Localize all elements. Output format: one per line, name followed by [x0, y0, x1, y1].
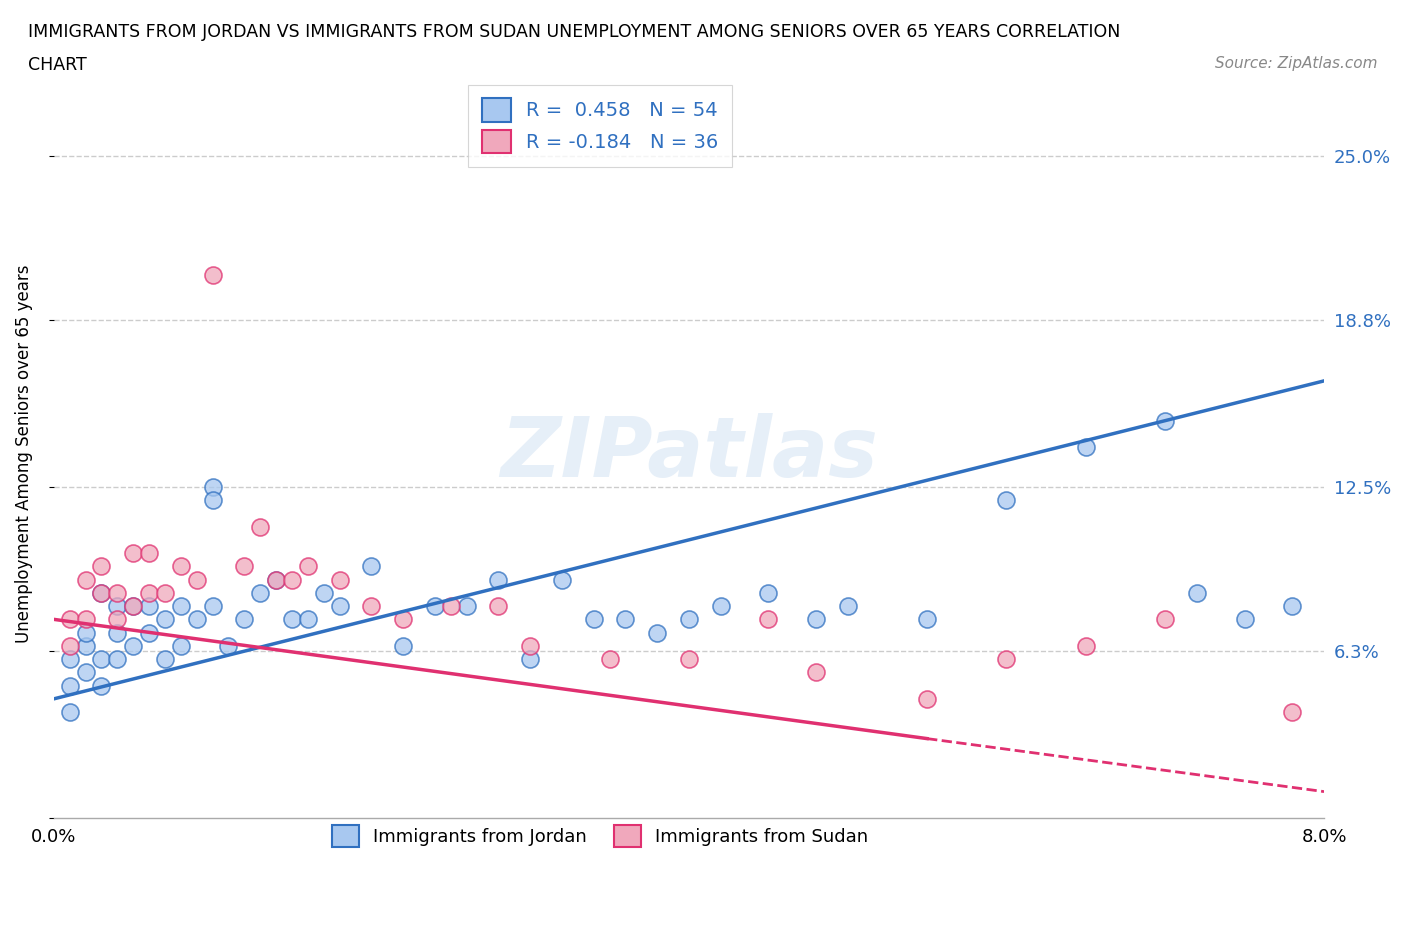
- Point: [201, 480, 224, 495]
- Point: [440, 599, 463, 614]
- Point: [678, 652, 700, 667]
- Point: [1074, 638, 1097, 653]
- Point: [75, 665, 97, 680]
- Point: [360, 599, 382, 614]
- Point: [90, 559, 112, 574]
- Point: [915, 612, 938, 627]
- Point: [312, 585, 335, 600]
- Text: Source: ZipAtlas.com: Source: ZipAtlas.com: [1215, 56, 1378, 71]
- Point: [218, 638, 240, 653]
- Point: [551, 572, 574, 587]
- Point: [678, 612, 700, 627]
- Point: [59, 678, 82, 693]
- Point: [249, 519, 271, 534]
- Point: [122, 638, 145, 653]
- Point: [1154, 612, 1177, 627]
- Point: [804, 612, 827, 627]
- Point: [138, 546, 160, 561]
- Point: [122, 599, 145, 614]
- Point: [105, 625, 128, 640]
- Point: [170, 638, 193, 653]
- Point: [392, 612, 415, 627]
- Point: [59, 705, 82, 720]
- Point: [281, 612, 304, 627]
- Point: [710, 599, 733, 614]
- Legend: Immigrants from Jordan, Immigrants from Sudan: Immigrants from Jordan, Immigrants from …: [319, 813, 882, 860]
- Point: [186, 612, 208, 627]
- Point: [297, 612, 319, 627]
- Point: [233, 612, 256, 627]
- Point: [915, 691, 938, 706]
- Point: [360, 559, 382, 574]
- Point: [392, 638, 415, 653]
- Point: [170, 559, 193, 574]
- Point: [519, 638, 541, 653]
- Point: [90, 678, 112, 693]
- Point: [1074, 440, 1097, 455]
- Point: [599, 652, 621, 667]
- Point: [264, 572, 287, 587]
- Point: [995, 652, 1018, 667]
- Point: [756, 585, 779, 600]
- Point: [423, 599, 446, 614]
- Point: [1281, 599, 1303, 614]
- Point: [249, 585, 271, 600]
- Point: [105, 612, 128, 627]
- Point: [201, 599, 224, 614]
- Point: [90, 585, 112, 600]
- Point: [105, 599, 128, 614]
- Point: [186, 572, 208, 587]
- Point: [582, 612, 605, 627]
- Point: [329, 599, 352, 614]
- Point: [264, 572, 287, 587]
- Text: ZIPatlas: ZIPatlas: [501, 413, 877, 494]
- Point: [486, 572, 509, 587]
- Point: [59, 652, 82, 667]
- Point: [90, 585, 112, 600]
- Point: [456, 599, 478, 614]
- Point: [75, 625, 97, 640]
- Point: [519, 652, 541, 667]
- Point: [1281, 705, 1303, 720]
- Point: [756, 612, 779, 627]
- Point: [153, 585, 176, 600]
- Point: [153, 612, 176, 627]
- Y-axis label: Unemployment Among Seniors over 65 years: Unemployment Among Seniors over 65 years: [15, 264, 32, 643]
- Point: [75, 612, 97, 627]
- Point: [281, 572, 304, 587]
- Point: [1154, 413, 1177, 428]
- Point: [1233, 612, 1256, 627]
- Point: [837, 599, 859, 614]
- Point: [138, 625, 160, 640]
- Point: [122, 546, 145, 561]
- Point: [122, 599, 145, 614]
- Point: [201, 493, 224, 508]
- Point: [201, 268, 224, 283]
- Point: [486, 599, 509, 614]
- Point: [59, 612, 82, 627]
- Point: [804, 665, 827, 680]
- Point: [153, 652, 176, 667]
- Point: [614, 612, 637, 627]
- Point: [1185, 585, 1208, 600]
- Point: [105, 652, 128, 667]
- Point: [297, 559, 319, 574]
- Point: [105, 585, 128, 600]
- Point: [329, 572, 352, 587]
- Point: [138, 599, 160, 614]
- Point: [90, 652, 112, 667]
- Point: [995, 493, 1018, 508]
- Point: [138, 585, 160, 600]
- Point: [75, 572, 97, 587]
- Point: [170, 599, 193, 614]
- Point: [233, 559, 256, 574]
- Point: [75, 638, 97, 653]
- Text: CHART: CHART: [28, 56, 87, 73]
- Point: [645, 625, 668, 640]
- Point: [59, 638, 82, 653]
- Text: IMMIGRANTS FROM JORDAN VS IMMIGRANTS FROM SUDAN UNEMPLOYMENT AMONG SENIORS OVER : IMMIGRANTS FROM JORDAN VS IMMIGRANTS FRO…: [28, 23, 1121, 41]
